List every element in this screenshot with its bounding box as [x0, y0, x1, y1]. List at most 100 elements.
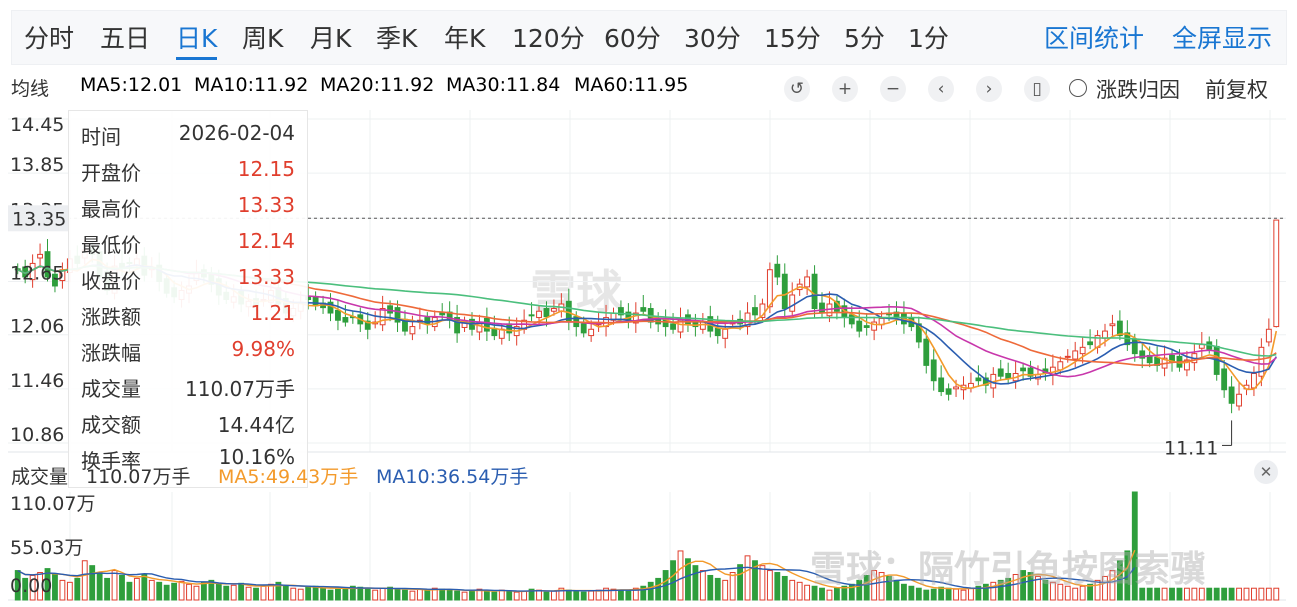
- candle-body: [1042, 368, 1049, 374]
- volume-bar: [491, 591, 498, 601]
- tooltip-key: 开盘价: [81, 161, 141, 185]
- ma-label: 均线: [11, 78, 50, 100]
- candle-body: [647, 308, 654, 323]
- tab-11[interactable]: 5分: [844, 24, 885, 53]
- tooltip-row: 时间 2026-02-04: [81, 121, 295, 151]
- zoom-out-icon[interactable]: −: [880, 76, 906, 102]
- xueqiu-watermark: 雪球：隔竹引龟按图索骥: [810, 549, 1207, 590]
- candle-body: [1161, 357, 1168, 369]
- price-tick-label: 12.65: [10, 262, 64, 284]
- candle-body: [1079, 346, 1086, 355]
- tab-4[interactable]: 月K: [310, 24, 352, 53]
- tab-10[interactable]: 15分: [764, 24, 821, 53]
- candle-body: [1005, 372, 1012, 379]
- chevron-left-icon[interactable]: ‹: [928, 76, 954, 102]
- candle-body: [1213, 345, 1220, 375]
- tab-1[interactable]: 五日: [100, 24, 151, 53]
- volume-bar: [81, 560, 88, 601]
- tab-6[interactable]: 年K: [444, 24, 486, 53]
- candle-body: [714, 327, 721, 337]
- tab-0[interactable]: 分时: [24, 24, 75, 53]
- candle-body: [923, 338, 930, 366]
- candle-body: [312, 296, 319, 307]
- zdgy-radio[interactable]: [1069, 79, 1087, 97]
- tab-2[interactable]: 日K: [176, 11, 218, 66]
- candle-body: [1169, 354, 1175, 363]
- candle-icon[interactable]: ▯: [1024, 76, 1050, 102]
- candle-body: [394, 307, 401, 323]
- volume-bar: [595, 589, 602, 601]
- candle-body: [402, 318, 408, 332]
- candle-body: [982, 377, 989, 386]
- volume-bar: [618, 589, 624, 601]
- volume-bar: [245, 586, 252, 601]
- candle-body: [364, 320, 371, 330]
- range-stats-button[interactable]: 区间统计: [1044, 24, 1145, 53]
- candle-body: [975, 377, 982, 382]
- candle-body: [953, 386, 959, 390]
- candle-body: [1049, 366, 1056, 376]
- candle-body: [491, 327, 498, 337]
- candle-body: [1109, 323, 1116, 327]
- volume-bar: [96, 572, 103, 601]
- tooltip-value: 14.44亿: [217, 413, 295, 437]
- candle-body: [446, 311, 453, 321]
- undo-icon[interactable]: ↺: [784, 76, 810, 102]
- volume-legend: 成交量 110.07万手 MA5:49.43万手 MA10:36.54万手: [0, 462, 1297, 488]
- candle-body: [379, 308, 386, 326]
- zoom-in-icon[interactable]: +: [832, 76, 858, 102]
- tooltip-key: 最低价: [81, 233, 141, 257]
- volume-bar: [238, 582, 245, 601]
- volume-bar: [662, 570, 669, 601]
- tab-7[interactable]: 120分: [512, 24, 585, 53]
- candle-body: [52, 273, 58, 287]
- price-tick-label: 13.85: [10, 154, 64, 176]
- tooltip-row: 成交量 110.07万手: [81, 373, 295, 403]
- volume-bar: [119, 574, 125, 601]
- candle-body: [1243, 384, 1250, 390]
- candle-body: [1146, 354, 1153, 364]
- volume-bar: [349, 585, 356, 601]
- volume-bar: [208, 579, 215, 601]
- volume-bar: [268, 583, 274, 601]
- tab-12[interactable]: 1分: [908, 24, 949, 53]
- candle-body: [595, 323, 602, 326]
- volume-bar: [1243, 587, 1250, 601]
- candle-body: [632, 312, 639, 324]
- candle-body: [1116, 320, 1123, 337]
- fullscreen-button[interactable]: 全屏显示: [1172, 24, 1273, 53]
- volume-bar: [372, 589, 379, 601]
- candle-body: [729, 321, 736, 325]
- volume-bar: [774, 572, 781, 601]
- candle-body: [886, 312, 892, 316]
- chevron-right-icon[interactable]: ›: [976, 76, 1002, 102]
- candle-body: [1072, 350, 1079, 360]
- tab-8[interactable]: 60分: [604, 24, 661, 53]
- candle-body: [1027, 367, 1034, 377]
- volume-bar: [44, 568, 51, 601]
- candle-body: [990, 373, 997, 389]
- candle-body: [707, 316, 714, 332]
- tooltip-key: 时间: [81, 125, 121, 149]
- candle-body: [655, 318, 662, 325]
- volume-bar: [297, 588, 304, 601]
- candle-body: [640, 307, 647, 312]
- tab-5[interactable]: 季K: [376, 24, 418, 53]
- zdgy-label[interactable]: 涨跌归因: [1096, 78, 1180, 102]
- candle-body: [335, 309, 341, 321]
- candle-body: [968, 382, 974, 389]
- tab-3[interactable]: 周K: [242, 24, 284, 53]
- adjust-mode-select[interactable]: 前复权: [1205, 78, 1268, 102]
- volume-bar: [74, 577, 81, 601]
- volume-bar: [312, 585, 319, 601]
- candle-body: [506, 323, 513, 334]
- candle-body: [498, 328, 505, 339]
- volume-bar: [573, 590, 580, 601]
- price-tick-label: 13.35: [10, 199, 64, 221]
- volume-bar: [558, 587, 565, 601]
- close-volume-icon[interactable]: ✕: [1254, 460, 1278, 484]
- volume-bar: [431, 587, 438, 601]
- tooltip-value: 10.16%: [218, 445, 295, 469]
- tooltip-row: 开盘价 12.15: [81, 157, 295, 187]
- tab-9[interactable]: 30分: [684, 24, 741, 53]
